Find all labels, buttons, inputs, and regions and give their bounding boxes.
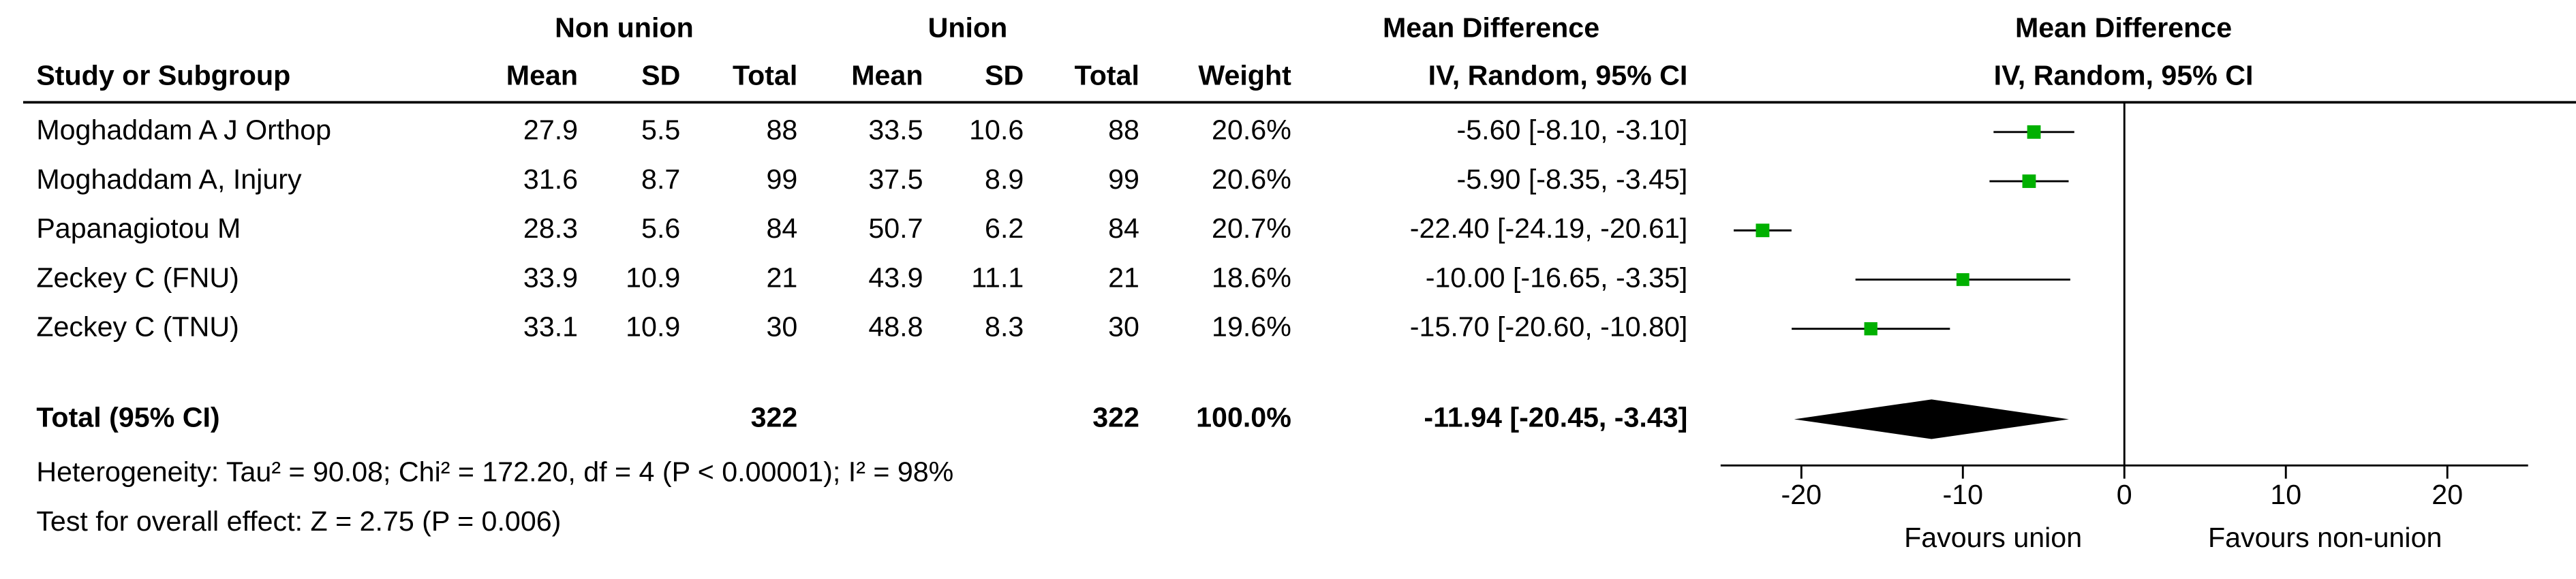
cell: 27.9 — [523, 114, 578, 146]
column-header: Mean — [506, 60, 578, 91]
weight: 20.6% — [1212, 114, 1291, 146]
cell: 30 — [1108, 311, 1139, 343]
x-label-right: Favours non-union — [2208, 522, 2442, 553]
cell: 11.1 — [971, 262, 1024, 293]
study-name: Zeckey C (FNU) — [36, 262, 239, 293]
cell: 21 — [767, 262, 798, 293]
cell: 31.6 — [523, 163, 578, 195]
total-cell: 322 — [751, 401, 798, 433]
cell: 28.3 — [523, 213, 578, 244]
effect-label: -10.00 [-16.65, -3.35] — [1426, 262, 1688, 293]
effect-label: -15.70 [-20.60, -10.80] — [1410, 311, 1688, 343]
cell: 88 — [767, 114, 798, 146]
weight: 20.7% — [1212, 213, 1291, 244]
effect-box — [2027, 125, 2041, 139]
cell: 88 — [1108, 114, 1139, 146]
cell: 5.6 — [641, 213, 680, 244]
effect-box — [1755, 223, 1770, 238]
cell: 84 — [767, 213, 798, 244]
x-label-left: Favours union — [1904, 522, 2082, 553]
group-header: Union — [928, 12, 1008, 43]
cell: 33.5 — [868, 114, 923, 146]
group-header: Non union — [555, 12, 694, 43]
study-name: Zeckey C (TNU) — [36, 311, 239, 343]
column-header: Weight — [1198, 60, 1291, 91]
effect-label: -22.40 [-24.19, -20.61] — [1410, 213, 1688, 244]
cell: 33.1 — [523, 311, 578, 343]
weight: 20.6% — [1212, 163, 1291, 195]
column-header: Total — [733, 60, 797, 91]
column-header: SD — [641, 60, 680, 91]
cell: 99 — [1108, 163, 1139, 195]
weight: 19.6% — [1212, 311, 1291, 343]
x-tick-label: 20 — [2432, 479, 2463, 510]
cell: 8.9 — [985, 163, 1024, 195]
total-cell: 322 — [1092, 401, 1139, 433]
cell: 37.5 — [868, 163, 923, 195]
plot-header: Mean Difference — [2015, 12, 2232, 43]
effect-box — [1864, 322, 1877, 336]
overall-test: Test for overall effect: Z = 2.75 (P = 0… — [36, 505, 561, 537]
cell: 33.9 — [523, 262, 578, 293]
total-weight: 100.0% — [1196, 401, 1291, 433]
cell: 10.6 — [969, 114, 1024, 146]
x-tick-label: -20 — [1781, 479, 1822, 510]
cell: 84 — [1108, 213, 1139, 244]
cell: 30 — [767, 311, 798, 343]
effect-box — [2022, 174, 2036, 188]
effect-label: -5.90 [-8.35, -3.45] — [1457, 163, 1688, 195]
cell: 43.9 — [868, 262, 923, 293]
x-tick-label: 0 — [2117, 479, 2132, 510]
cell: 10.9 — [626, 262, 680, 293]
total-name: Total (95% CI) — [36, 401, 219, 433]
column-header: Total — [1075, 60, 1139, 91]
x-tick-label: 10 — [2270, 479, 2301, 510]
study-name: Papanagiotou M — [36, 213, 241, 244]
cell: 21 — [1108, 262, 1139, 293]
cell: 48.8 — [868, 311, 923, 343]
column-header: Study or Subgroup — [36, 60, 290, 91]
summary-diamond — [1794, 399, 2069, 439]
column-header: Mean — [851, 60, 923, 91]
study-name: Moghaddam A J Orthop — [36, 114, 331, 146]
weight: 18.6% — [1212, 262, 1291, 293]
effect-box — [1956, 273, 1969, 286]
x-tick-label: -10 — [1943, 479, 1984, 510]
cell: 6.2 — [985, 213, 1024, 244]
effect-subheader: IV, Random, 95% CI — [1428, 60, 1688, 91]
cell: 99 — [767, 163, 798, 195]
heterogeneity: Heterogeneity: Tau² = 90.08; Chi² = 172.… — [36, 456, 953, 487]
column-header: SD — [985, 60, 1024, 91]
cell: 8.7 — [641, 163, 680, 195]
effect-header: Mean Difference — [1383, 12, 1599, 43]
effect-label: -5.60 [-8.10, -3.10] — [1457, 114, 1688, 146]
plot-subheader: IV, Random, 95% CI — [1994, 60, 2254, 91]
cell: 5.5 — [641, 114, 680, 146]
total-effect-label: -11.94 [-20.45, -3.43] — [1424, 401, 1687, 433]
cell: 50.7 — [868, 213, 923, 244]
cell: 10.9 — [626, 311, 680, 343]
cell: 8.3 — [985, 311, 1024, 343]
study-name: Moghaddam A, Injury — [36, 163, 302, 195]
